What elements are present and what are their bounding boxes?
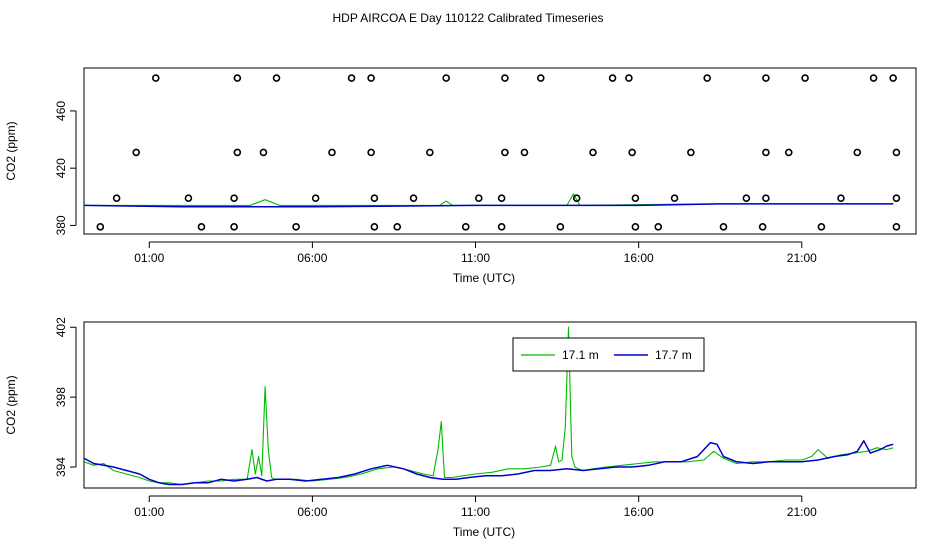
top-flag-point	[311, 194, 320, 203]
top-flag-point	[426, 148, 434, 157]
top-flag-point	[625, 74, 633, 82]
top-flag-point	[230, 194, 238, 203]
top-flag-point	[631, 223, 640, 231]
bottom-x-tick-label: 01:00	[134, 505, 164, 519]
top-flag-point	[654, 223, 663, 231]
bottom-y-axis-title: CO2 (ppm)	[4, 375, 18, 434]
top-flag-point	[631, 194, 640, 203]
top-flag-point	[837, 194, 845, 203]
top-flag-point	[572, 194, 581, 203]
top-flag-point	[556, 223, 565, 231]
top-flag-point	[892, 148, 901, 157]
top-flag-point	[367, 148, 375, 157]
top-flag-point	[259, 148, 268, 157]
bottom-plot-area	[84, 326, 894, 486]
top-x-axis-title: Time (UTC)	[453, 271, 515, 285]
top-panel: 01:00 06:00 11:00 16:00 21:00 380 420 460 Time …	[4, 67, 917, 285]
top-x-tick-label: 01:00	[134, 251, 164, 265]
bottom-x-tick-label: 16:00	[624, 505, 654, 519]
top-flag-point	[892, 223, 901, 231]
top-flag-point	[501, 148, 509, 157]
top-axes: 01:00 06:00 11:00 16:00 21:00 380 420 460	[54, 101, 817, 265]
top-flag-point	[347, 74, 356, 82]
top-flag-point	[784, 148, 793, 157]
top-flag-point	[197, 223, 206, 231]
top-flag-point	[628, 148, 636, 157]
top-flag-point	[670, 194, 679, 203]
top-y-tick-label: 380	[54, 215, 68, 235]
top-flag-point	[112, 194, 121, 203]
figure-title: HDP AIRCOA E Day 110122 Calibrated Times…	[332, 11, 603, 25]
top-flag-point	[497, 194, 506, 203]
bottom-series-17-7-m-line	[84, 440, 894, 486]
top-flag-point	[497, 223, 506, 231]
top-flag-point	[151, 74, 160, 82]
top-flag-point	[370, 223, 379, 231]
chart-legend: 17.1 m 17.7 m	[512, 337, 705, 372]
top-series-17-7-m-line	[84, 203, 894, 208]
top-x-tick-label: 21:00	[787, 251, 817, 265]
top-flag-point	[520, 148, 529, 157]
bottom-axes: 01:00 06:00 11:00 16:00 21:00 394 398 402	[54, 317, 817, 519]
bottom-panel: 01:00 06:00 11:00 16:00 21:00 394 398 402 Time …	[4, 317, 917, 539]
legend-label-17-1m: 17.1 m	[562, 348, 599, 362]
bottom-y-tick-label: 394	[54, 457, 68, 477]
top-y-tick-label: 420	[54, 158, 68, 178]
top-y-axis-title: CO2 (ppm)	[4, 121, 18, 180]
bottom-x-tick-label: 21:00	[787, 505, 817, 519]
bottom-y-tick-label: 402	[54, 317, 68, 337]
top-flag-point	[687, 148, 695, 157]
top-flag-point	[762, 194, 770, 203]
top-flag-point	[608, 74, 617, 82]
top-flag-point	[328, 148, 336, 157]
bottom-y-tick-label: 398	[54, 387, 68, 407]
top-flag-point	[367, 74, 375, 82]
top-flag-point	[409, 194, 418, 203]
top-flag-point	[762, 74, 770, 82]
top-flag-point	[96, 223, 105, 231]
legend-label-17-7m: 17.7 m	[655, 348, 692, 362]
top-flag-point	[801, 74, 809, 82]
top-flag-point	[474, 194, 483, 203]
top-flag-point	[442, 74, 450, 82]
top-flag-point	[742, 194, 751, 203]
top-flag-point	[892, 194, 901, 203]
bottom-x-tick-label: 06:00	[297, 505, 327, 519]
top-flag-point	[853, 148, 862, 157]
top-flag-point	[817, 223, 826, 231]
top-flag-point	[758, 223, 767, 231]
top-flag-point	[292, 223, 300, 231]
top-x-tick-label: 06:00	[297, 251, 327, 265]
top-flag-point	[762, 148, 770, 157]
top-flag-point	[501, 74, 509, 82]
bottom-x-axis-title: Time (UTC)	[453, 525, 515, 539]
bottom-plot-frame	[83, 321, 917, 489]
top-flag-point	[370, 194, 379, 203]
top-flag-point	[393, 223, 402, 231]
top-flag-point	[233, 74, 242, 82]
top-flag-point	[589, 148, 597, 157]
top-flag-point	[719, 223, 728, 231]
top-flag-point	[703, 74, 711, 82]
top-flag-point	[461, 223, 470, 231]
top-flag-point	[272, 74, 281, 82]
top-flag-point	[869, 74, 878, 82]
top-flag-point	[233, 148, 242, 157]
top-flag-point	[536, 74, 545, 82]
top-flag-point	[230, 223, 238, 231]
top-x-tick-label: 11:00	[461, 251, 490, 265]
bottom-x-tick-label: 11:00	[461, 505, 490, 519]
top-x-tick-label: 16:00	[624, 251, 654, 265]
top-plot-frame	[83, 67, 917, 235]
top-flag-point	[132, 148, 141, 157]
top-flag-point	[889, 74, 897, 82]
top-plot-area	[84, 74, 901, 231]
top-flag-point	[184, 194, 193, 203]
bottom-series-17-1-m-line	[84, 326, 894, 486]
top-y-tick-label: 460	[54, 101, 68, 121]
